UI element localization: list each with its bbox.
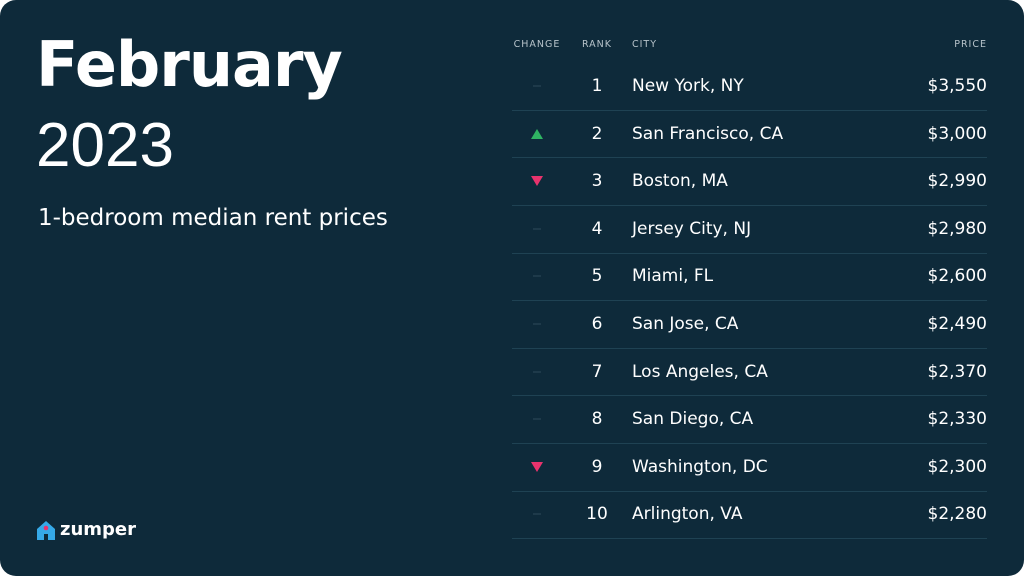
column-header: CITY <box>632 39 658 50</box>
change-indicator <box>531 128 543 139</box>
price: $2,280 <box>927 504 987 525</box>
price: $2,990 <box>927 171 987 192</box>
city: San Diego, CA <box>632 409 754 430</box>
rank: 7 <box>591 361 603 382</box>
change-indicator <box>531 176 543 187</box>
row-separator <box>512 348 987 349</box>
row-separator <box>512 110 987 111</box>
change-indicator <box>533 418 541 420</box>
price: $2,490 <box>927 314 987 334</box>
row-separator <box>512 157 987 158</box>
change-indicator <box>533 228 541 230</box>
price: $2,600 <box>927 266 987 287</box>
rank: 6 <box>591 314 603 334</box>
change-indicator <box>533 323 541 325</box>
city: Miami, FL <box>632 266 714 287</box>
city: San Jose, CA <box>632 314 739 334</box>
column-header: RANK <box>581 39 613 50</box>
rank: 2 <box>591 123 603 144</box>
row-separator <box>512 205 987 206</box>
rank: 9 <box>591 456 603 477</box>
rank: 4 <box>591 218 603 239</box>
rank: 5 <box>591 266 603 287</box>
title: February <box>36 28 343 101</box>
price: $2,370 <box>927 361 987 382</box>
price: $2,330 <box>927 409 987 430</box>
logo-text: zumper <box>60 519 137 540</box>
subtitle: 1-bedroom median rent prices <box>38 205 388 231</box>
price: $2,980 <box>927 218 987 239</box>
row-separator <box>512 300 987 301</box>
rank: 3 <box>591 171 603 192</box>
column-header: CHANGE <box>513 39 561 50</box>
change-indicator <box>533 513 541 515</box>
logo-icon <box>37 521 55 540</box>
change-indicator <box>531 461 543 472</box>
change-indicator <box>533 275 541 277</box>
rank: 8 <box>591 409 603 430</box>
row-separator <box>512 395 987 396</box>
row-separator <box>512 443 987 444</box>
city: Washington, DC <box>632 456 768 477</box>
row-separator <box>512 538 987 539</box>
change-indicator <box>533 371 541 373</box>
price: $3,000 <box>927 123 987 144</box>
price: $2,300 <box>927 456 987 477</box>
city: Arlington, VA <box>632 504 743 525</box>
column-header: PRICE <box>954 39 987 50</box>
city: San Francisco, CA <box>632 123 784 144</box>
price: $3,550 <box>927 76 987 96</box>
city: Jersey City, NJ <box>632 218 752 239</box>
city: Boston, MA <box>632 171 728 192</box>
row-separator <box>512 253 987 254</box>
city: Los Angeles, CA <box>632 361 768 382</box>
change-indicator <box>533 85 541 87</box>
rank: 10 <box>586 504 608 525</box>
city: New York, NY <box>632 76 744 96</box>
year: 2023 <box>36 111 174 180</box>
rank: 1 <box>591 76 603 96</box>
row-separator <box>512 491 987 492</box>
